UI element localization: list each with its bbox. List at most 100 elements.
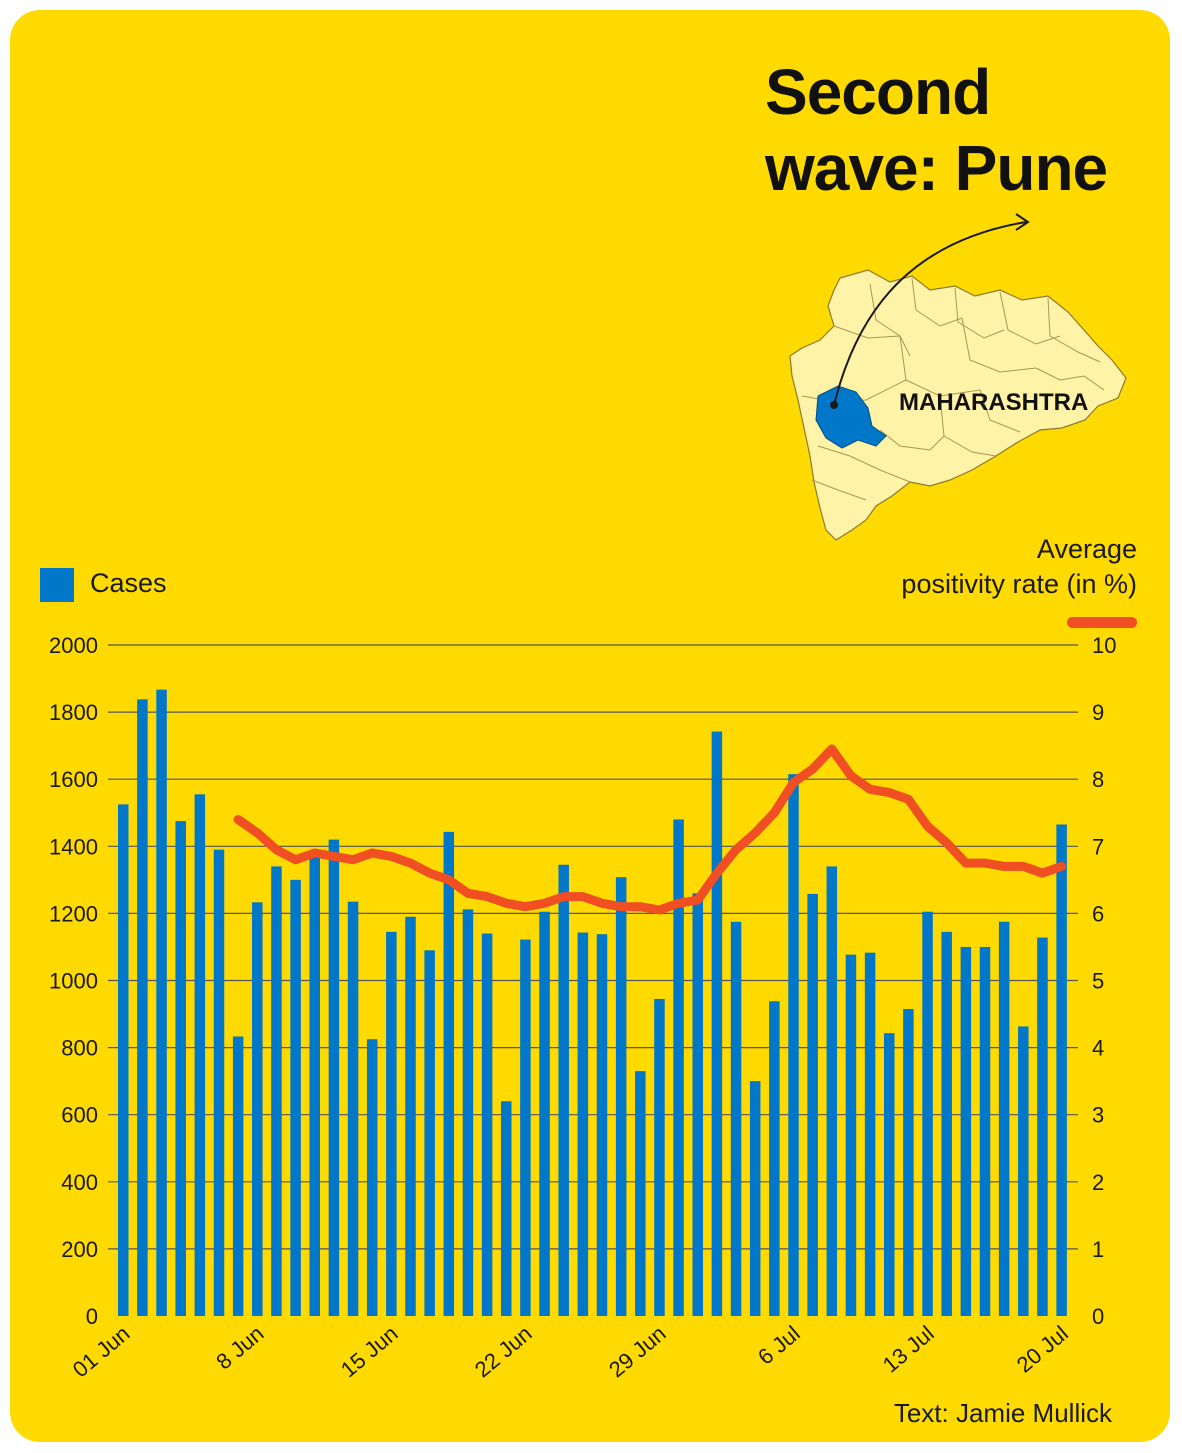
left-axis-tick-label: 1200 [49, 901, 98, 926]
case-bar [941, 931, 952, 1316]
case-bar [501, 1101, 512, 1316]
case-bar [711, 731, 723, 1316]
callout-arrow [833, 221, 1027, 406]
case-bar [137, 699, 148, 1316]
case-bar [1037, 937, 1048, 1316]
case-bars [118, 689, 1067, 1316]
case-bar [826, 866, 838, 1316]
x-axis-tick-label: 13 Jul [878, 1321, 939, 1378]
callout-arrowhead [1015, 213, 1030, 231]
case-bar [692, 893, 703, 1316]
case-bar [309, 853, 320, 1316]
right-axis-tick-label: 2 [1092, 1170, 1104, 1195]
case-bar [558, 864, 569, 1316]
left-axis-tick-label: 800 [61, 1036, 98, 1061]
case-bar [156, 689, 167, 1316]
case-bar [807, 893, 818, 1316]
maharashtra-map: MAHARASHTRA [789, 213, 1127, 541]
left-axis-tick-label: 1600 [49, 767, 98, 792]
case-bar [635, 1071, 646, 1316]
case-bar [405, 916, 416, 1316]
cases-legend-swatch [40, 568, 74, 602]
x-axis-tick-label: 15 Jun [336, 1321, 403, 1383]
credit-text: Text: Jamie Mullick [893, 1398, 1112, 1428]
right-axis-tick-label: 5 [1092, 969, 1104, 994]
case-bar [290, 879, 301, 1316]
case-bar [922, 911, 933, 1316]
case-bar [1056, 824, 1067, 1316]
case-bar [998, 921, 1010, 1316]
right-axis-tick-label: 7 [1092, 834, 1104, 859]
case-bar [118, 804, 129, 1316]
left-axis-ticks: 0 200 400 600 800 1000 1200 1400 1600 1800 2000 [49, 633, 98, 1329]
cases-legend-label: Cases [90, 568, 167, 598]
x-axis-ticks: 01 Jun 8 Jun 15 Jun 22 Jun 29 Jun 6 Jul 13 Jul… [68, 1321, 1073, 1383]
case-bar [979, 946, 991, 1316]
case-bar [347, 901, 359, 1316]
map-label: MAHARASHTRA [899, 389, 1088, 416]
x-axis-tick-label: 01 Jun [68, 1321, 135, 1383]
right-axis-tick-label: 1 [1092, 1237, 1104, 1262]
title-line-2: wave: Pune [765, 132, 1108, 204]
case-bar [1018, 1026, 1029, 1316]
positivity-legend: Average positivity rate (in %) [901, 532, 1137, 637]
case-bar [443, 831, 455, 1316]
case-bar [788, 774, 799, 1316]
right-axis-ticks: 0 1 2 3 4 5 6 7 8 9 10 [1092, 633, 1116, 1329]
case-bar [960, 946, 972, 1316]
case-bar [462, 909, 474, 1316]
case-bar [366, 1039, 378, 1316]
positivity-legend-swatch [1067, 617, 1137, 628]
case-bar [194, 794, 206, 1316]
case-bar [213, 849, 225, 1316]
case-bar [596, 934, 608, 1316]
left-axis-tick-label: 1000 [49, 969, 98, 994]
right-axis-tick-label: 6 [1092, 901, 1104, 926]
case-bar [577, 932, 589, 1316]
case-bar [481, 933, 493, 1316]
case-bar [769, 1001, 780, 1316]
case-bar [424, 950, 435, 1316]
left-axis-tick-label: 1400 [49, 834, 98, 859]
x-axis-tick-label: 6 Jul [753, 1321, 805, 1370]
x-axis-tick-label: 8 Jun [211, 1321, 268, 1375]
case-bar [864, 952, 876, 1316]
case-bar [386, 931, 397, 1316]
case-bar [232, 1036, 244, 1316]
case-bar [328, 839, 340, 1316]
positivity-line [233, 744, 1067, 915]
case-bar [615, 877, 627, 1316]
positivity-legend-label-2: positivity rate (in %) [901, 569, 1137, 599]
case-bar [845, 954, 857, 1316]
case-bar [539, 911, 550, 1316]
positivity-legend-label-1: Average [1036, 534, 1137, 564]
right-axis-tick-label: 8 [1092, 767, 1104, 792]
positivity-line-group [233, 744, 1067, 915]
right-axis-tick-label: 9 [1092, 700, 1104, 725]
case-bar [271, 866, 282, 1316]
left-axis-tick-label: 2000 [49, 633, 98, 658]
title-line-1: Second [765, 56, 991, 128]
case-bar [884, 1033, 895, 1316]
case-bar [730, 921, 742, 1316]
left-axis-tick-label: 200 [61, 1237, 98, 1262]
case-bar [520, 939, 531, 1316]
right-axis-tick-label: 3 [1092, 1103, 1104, 1128]
left-axis-tick-label: 0 [86, 1304, 98, 1329]
right-axis-tick-label: 0 [1092, 1304, 1104, 1329]
left-axis-tick-label: 400 [61, 1170, 98, 1195]
case-bar [903, 1009, 914, 1316]
x-axis-tick-label: 29 Jun [604, 1321, 671, 1383]
x-axis-tick-label: 22 Jun [470, 1321, 537, 1383]
case-bar [749, 1081, 761, 1316]
page-title: Second wave: Pune [765, 54, 1108, 206]
case-bar [175, 821, 186, 1316]
case-bar [252, 902, 263, 1316]
left-axis-tick-label: 1800 [49, 700, 98, 725]
case-bar [673, 819, 684, 1316]
x-axis-tick-label: 20 Jul [1012, 1321, 1073, 1378]
left-axis-tick-label: 600 [61, 1103, 98, 1128]
right-axis-tick-label: 4 [1092, 1036, 1104, 1061]
right-axis-tick-label: 10 [1092, 633, 1116, 658]
